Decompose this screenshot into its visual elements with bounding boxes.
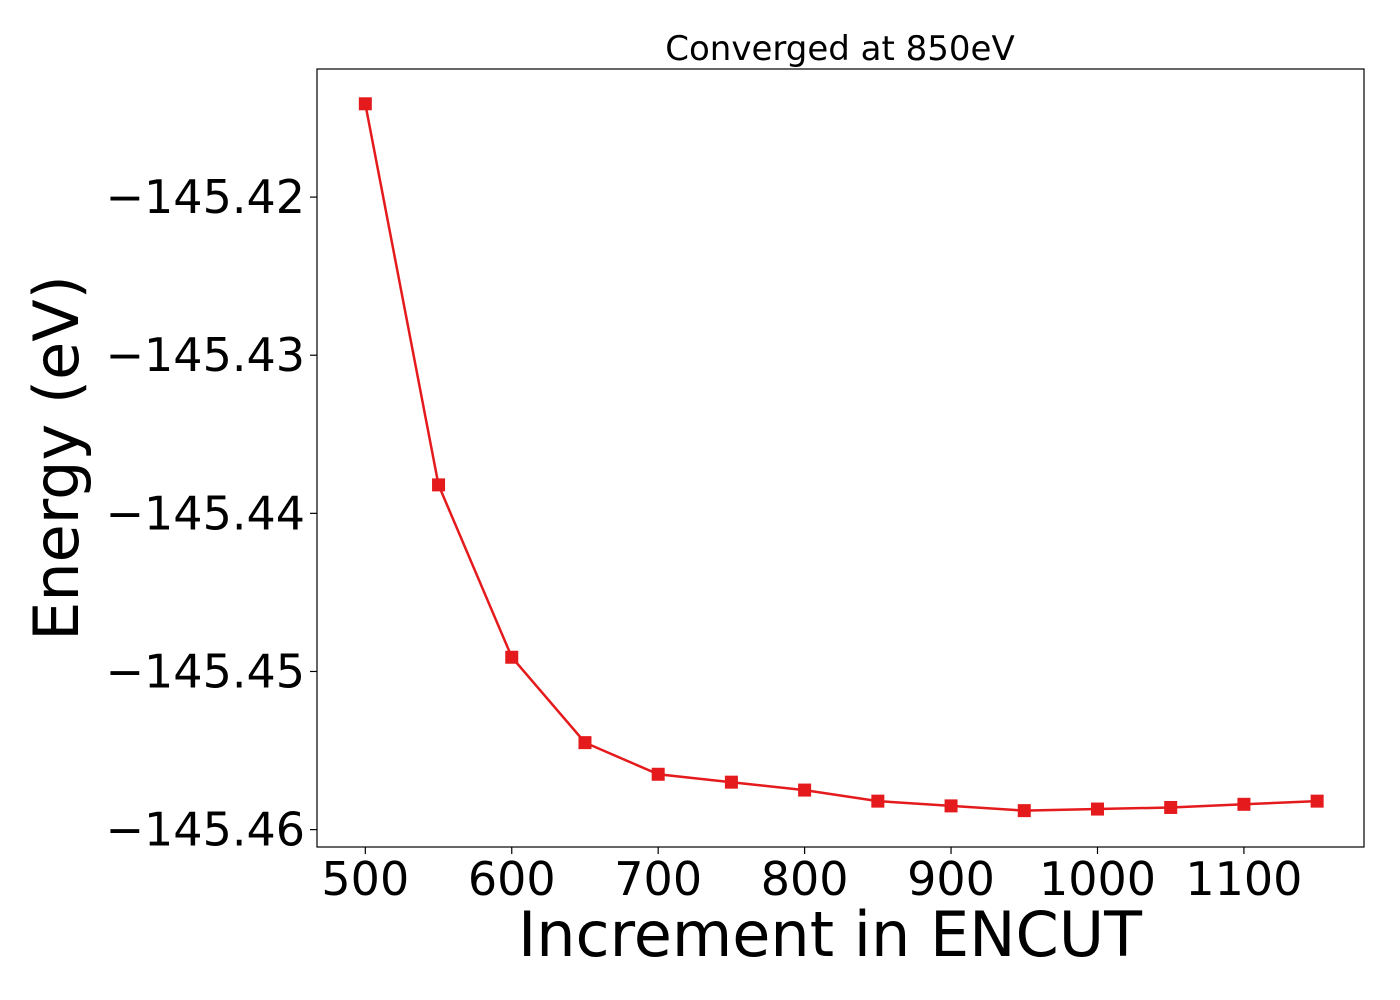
data-point-marker bbox=[432, 478, 446, 492]
data-point-marker bbox=[505, 650, 519, 664]
data-point-marker bbox=[871, 794, 885, 808]
y-tick-label: −145.42 bbox=[106, 170, 306, 224]
data-point-marker bbox=[724, 775, 738, 789]
x-axis-label: Increment in ENCUT bbox=[518, 898, 1143, 971]
energy-series bbox=[358, 97, 1324, 818]
x-tick-label: 800 bbox=[761, 852, 849, 906]
x-tick-label: 1100 bbox=[1185, 852, 1302, 906]
data-point-marker bbox=[358, 97, 372, 111]
y-tick-label: −145.43 bbox=[106, 328, 306, 382]
y-tick-label: −145.45 bbox=[106, 644, 306, 698]
y-axis-ticks: −145.42 −145.43 −145.44 −145.45 −145.46 bbox=[106, 170, 317, 857]
data-point-marker bbox=[1164, 800, 1178, 814]
data-point-marker bbox=[944, 799, 958, 813]
x-tick-label: 1000 bbox=[1039, 852, 1156, 906]
data-point-marker bbox=[1090, 802, 1104, 816]
y-tick-label: −145.46 bbox=[106, 803, 306, 857]
data-point-marker bbox=[578, 736, 592, 750]
data-point-marker bbox=[1237, 797, 1251, 811]
data-point-marker bbox=[1017, 804, 1031, 818]
data-point-marker bbox=[651, 767, 665, 781]
y-axis-label: Energy (eV) bbox=[20, 275, 93, 641]
data-point-marker bbox=[798, 783, 812, 797]
plot-area-frame bbox=[316, 68, 1365, 848]
x-tick-label: 700 bbox=[614, 852, 702, 906]
x-tick-label: 500 bbox=[321, 852, 409, 906]
data-point-marker bbox=[1310, 794, 1324, 808]
series-line bbox=[364, 103, 1318, 812]
chart-title: Converged at 850eV bbox=[665, 29, 1014, 69]
x-tick-label: 600 bbox=[468, 852, 556, 906]
y-tick-label: −145.44 bbox=[106, 486, 306, 540]
x-tick-label: 900 bbox=[907, 852, 995, 906]
x-axis-ticks: 500 600 700 800 900 1000 1100 bbox=[321, 847, 1302, 906]
